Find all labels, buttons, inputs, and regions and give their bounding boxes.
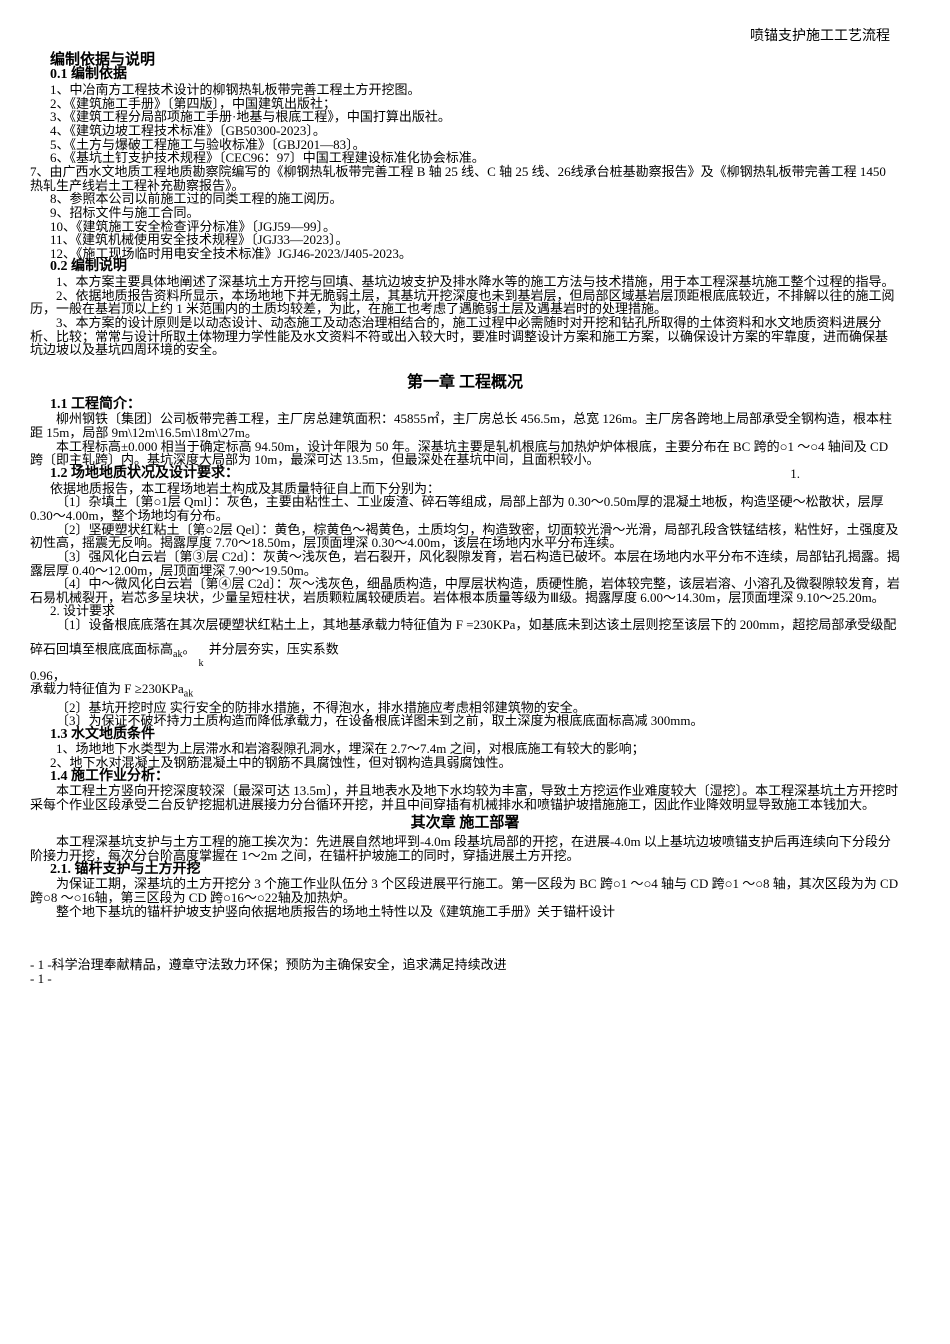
p1-2-r1b: 分层夯实，压实系数 [222, 641, 339, 656]
page-header: 喷锚支护施工工艺流程 [30, 30, 900, 45]
p-ch2-1: 本工程深基坑支护与土方工程的施工挨次为：先进展自然地坪到-4.0m 段基坑局部的… [30, 835, 900, 862]
p0-2-3: 3、本方案的设计原则是以动态设计、动态施工及动态治理相结合的，施工过程中必需随时… [30, 316, 900, 357]
p1-2-intro: 依据地质报告，本工程场地岩土构成及其质量特征自上而下分别为： [50, 482, 900, 496]
p6: 6、《基坑土钉支护技术规程》〔CEC96：97〕中国工程建设标准化协会标准。 [50, 151, 900, 165]
p10: 10、《建筑施工安全检查评分标准》〔JGJ59—99〕。 [50, 220, 900, 234]
sec-0-1: 0.1 编制依据 [50, 68, 900, 83]
p1-4-1: 本工程土方竖向开挖深度较深〔最深可达 13.5m〕，并且地表水及地下水均较为丰富… [30, 784, 900, 811]
p1-2-r2: 〔2〕基坑开挖时应 实行安全的防排水措施，不得泡水，排水措施应考虑相邻建筑物的安… [30, 701, 900, 715]
sec-2-1: 2.1. 锚杆支护与土方开挖 [50, 863, 900, 878]
sec-1-1: 1.1 工程简介： [50, 398, 900, 413]
p1-2-r3: 〔3〕为保证不破坏持力土质构造而降低承载力，在设备根底详图未到之前，取土深度为根… [30, 714, 900, 728]
p1-2-3: 〔3〕强风化白云岩〔第③层 C2d〕：灰黄～浅灰色，岩石裂开，风化裂隙发育，岩石… [30, 550, 900, 577]
footer-line1: - 1 -科学治理奉献精品，遵章守法致力环保；预防为主确保安全，追求满足持续改进 [30, 958, 900, 972]
sec-1-3: 1.3 水文地质条件 [50, 728, 900, 743]
p1-1-1: 柳州钢铁〔集团〕公司板带完善工程，主厂房总建筑面积：45855㎡，主厂房总长 4… [30, 412, 900, 439]
page-footer: - 1 -科学治理奉献精品，遵章守法致力环保；预防为主确保安全，追求满足持续改进… [30, 958, 900, 985]
p2: 2、《建筑施工手册》〔第四版〕，中国建筑出版社； [50, 97, 900, 111]
p1-2-4: 〔4〕中～微风化白云岩〔第④层 C2d〕：灰～浅灰色，细晶质构造，中厚层状构造，… [30, 577, 900, 604]
p3: 3、《建筑工程分局部项施工手册·地基与根底工程》，中国打算出版社。 [50, 110, 900, 124]
p1: 1、中冶南方工程技术设计的柳钢热轧板带完善工程土方开挖图。 [50, 83, 900, 97]
p4: 4、《建筑边坡工程技术标准》〔GB50300-2023〕。 [50, 124, 900, 138]
sec-1-4: 1.4 施工作业分析： [50, 770, 900, 785]
p12: 12、《施工现场临时用电安全技术标准》JGJ46-2023/J405-2023。 [50, 247, 900, 261]
p1-2-r1d: 承载力特征值为 F ≥230KPaak [30, 682, 900, 700]
p1-2-r1c: 并 [205, 641, 221, 656]
main-title: 编制依据与说明 [50, 53, 900, 69]
p0-2-2: 2、依据地质报告资料所显示，本场地地下并无脆弱土层，其基坑开挖深度也未到基岩层，… [30, 289, 900, 316]
p8: 8、参照本公司以前施工过的同类工程的施工阅历。 [50, 192, 900, 206]
p2-1-2: 整个地下基坑的锚杆护坡支护竖向依据地质报告的场地土特性以及《建筑施工手册》关于锚… [30, 905, 900, 919]
p9: 9、招标文件与施工合同。 [50, 206, 900, 220]
sub-ak2: ak [184, 689, 193, 700]
p1-3-2: 2、地下水对混凝土及钢筋混凝土中的钢筋不具腐蚀性，但对钢构造具弱腐蚀性。 [50, 756, 900, 770]
p11: 11、《建筑机械使用安全技术规程》〔JGJ33—2023〕。 [50, 233, 900, 247]
vert-bingk: k [195, 632, 205, 669]
p1-2-req: 2. 设计要求 [50, 604, 900, 618]
p1-2-2: 〔2〕坚硬塑状红粘土〔第○2层 Qel〕：黄色，棕黄色～褐黄色，土质均匀，构造致… [30, 523, 900, 550]
p1-2-r1dot: 。 [182, 641, 195, 656]
sub-chapter-title: 其次章 施工部署 [30, 816, 900, 832]
p5: 5、《土方与爆破工程施工与验收标准》〔GBJ201—83〕。 [50, 138, 900, 152]
sec-0-2: 0.2 编制说明 [50, 260, 900, 275]
p1-1-2: 本工程标高±0.000 相当于确定标高 94.50m，设计年限为 50 年。深基… [30, 440, 900, 467]
sec-1-2: 1.2 场地地质状况及设计要求： [50, 467, 239, 482]
p1-2-r1a: 〔1〕设备根底底落在其次层硬塑状红粘土上，其地基承载力特征值为 F =230KP… [30, 617, 896, 656]
p1-2-1: 〔1〕杂填土〔第○1层 Qml〕：灰色，主要由粘性土、工业废渣、碎石等组成，局部… [30, 495, 900, 522]
p1-2-r1num: 0.96， [30, 669, 900, 683]
p2-1-1: 为保证工期，深基坑的土方开挖分 3 个施工作业队伍分 3 个区段进展平行施工。第… [30, 877, 900, 904]
p0-2-1: 1、本方案主要具体地阐述了深基坑土方开挖与回填、基坑边坡支护及排水降水等的施工方… [30, 275, 900, 289]
footer-line2: - 1 - [30, 972, 900, 986]
p1-2-0: 1. [790, 467, 800, 482]
p1-2-r1: 〔1〕设备根底底落在其次层硬塑状红粘土上，其地基承载力特征值为 F =230KP… [30, 618, 900, 669]
chapter-1-title: 第一章 工程概况 [30, 375, 900, 392]
p1-3-1: 1、场地地下水类型为上层滞水和岩溶裂隙孔洞水，埋深在 2.7～7.4m 之间，对… [30, 742, 900, 756]
p7: 7、由广西水文地质工程地质勘察院编写的《柳钢热轧板带完善工程 B 轴 25 线、… [30, 165, 900, 192]
